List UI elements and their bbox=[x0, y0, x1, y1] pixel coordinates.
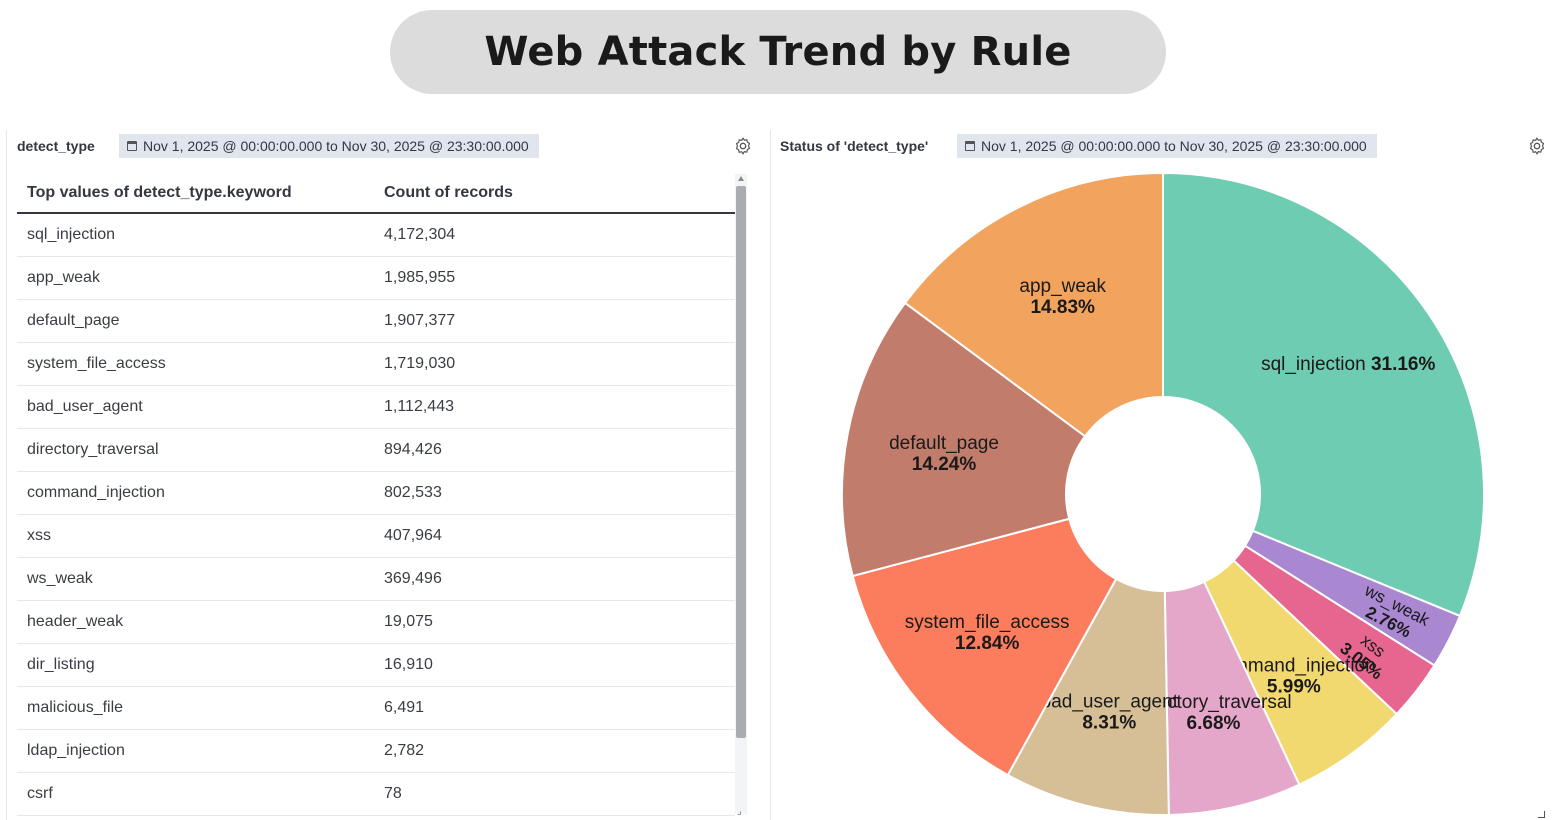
count-cell: 1,112,443 bbox=[374, 385, 735, 429]
count-cell: 369,496 bbox=[374, 557, 735, 601]
slice-percent: 14.24% bbox=[912, 454, 977, 475]
count-cell: 1,985,955 bbox=[374, 256, 735, 300]
detect-type-cell: app_weak bbox=[17, 256, 374, 300]
detect-type-cell: xss bbox=[17, 514, 374, 558]
detect-type-cell: ldap_injection bbox=[17, 729, 374, 773]
detect-type-cell: ws_weak bbox=[17, 557, 374, 601]
count-cell: 4,172,304 bbox=[374, 213, 735, 257]
pie-slice-directory-traversal[interactable] bbox=[1163, 580, 1301, 816]
count-cell: 19,075 bbox=[374, 600, 735, 644]
gear-icon[interactable] bbox=[733, 136, 753, 156]
table-row[interactable]: header_weak 19,075 bbox=[17, 600, 735, 644]
pie-date-range-text: Nov 1, 2025 @ 00:00:00.000 to Nov 30, 20… bbox=[981, 138, 1367, 154]
slice-name: command_injection bbox=[1212, 656, 1376, 677]
table-row[interactable]: sql_injection 4,172,304 bbox=[17, 213, 735, 257]
table-row[interactable]: xss 407,964 bbox=[17, 514, 735, 558]
pie-label-sql-injection: sql_injection 31.16% bbox=[1261, 354, 1435, 375]
scrollbar-thumb[interactable] bbox=[736, 186, 746, 738]
slice-name: system_file_access bbox=[905, 612, 1070, 633]
gear-icon[interactable] bbox=[1527, 136, 1547, 156]
detect-type-cell: csrf bbox=[17, 772, 374, 816]
scroll-up-arrow-icon[interactable] bbox=[738, 176, 744, 181]
pie-slice-default-page[interactable] bbox=[841, 301, 1087, 578]
slice-name: sql_injection bbox=[1261, 354, 1366, 375]
pie-slice-app-weak[interactable] bbox=[903, 171, 1164, 438]
slice-percent: 31.16% bbox=[1371, 354, 1436, 375]
detect-type-cell: command_injection bbox=[17, 471, 374, 515]
table-row[interactable]: dir_listing 16,910 bbox=[17, 643, 735, 687]
calendar-icon bbox=[965, 141, 975, 151]
detect-type-table: Top values of detect_type.keyword Count … bbox=[17, 174, 735, 816]
table-row[interactable]: malicious_file 6,491 bbox=[17, 686, 735, 730]
pie-label-text: sql_injection 31.16% bbox=[1261, 354, 1435, 375]
detect-type-cell: directory_traversal bbox=[17, 428, 374, 472]
pie-panel-header: Status of 'detect_type' Nov 1, 2025 @ 00… bbox=[771, 130, 1552, 162]
resize-handle-icon[interactable] bbox=[1538, 811, 1545, 818]
table-panel-header: detect_type Nov 1, 2025 @ 00:00:00.000 t… bbox=[7, 130, 759, 162]
slice-name: directory_traversal bbox=[1135, 692, 1291, 713]
table-row[interactable]: bad_user_agent 1,112,443 bbox=[17, 385, 735, 429]
table-date-range-badge[interactable]: Nov 1, 2025 @ 00:00:00.000 to Nov 30, 20… bbox=[119, 134, 539, 158]
slice-percent: 5.99% bbox=[1267, 677, 1321, 698]
count-cell: 1,719,030 bbox=[374, 342, 735, 386]
count-cell: 2,782 bbox=[374, 729, 735, 773]
table-row[interactable]: directory_traversal 894,426 bbox=[17, 428, 735, 472]
count-cell: 16,910 bbox=[374, 643, 735, 687]
table-row[interactable]: app_weak 1,985,955 bbox=[17, 256, 735, 300]
table-row[interactable]: ldap_injection 2,782 bbox=[17, 729, 735, 773]
detect-type-cell: sql_injection bbox=[17, 213, 374, 257]
column-header-detect-type[interactable]: Top values of detect_type.keyword bbox=[17, 174, 374, 214]
column-header-count[interactable]: Count of records bbox=[374, 174, 735, 214]
calendar-icon bbox=[127, 141, 137, 151]
pie-slice-sql-injection[interactable] bbox=[1162, 171, 1485, 618]
count-cell: 1,907,377 bbox=[374, 299, 735, 343]
slice-percent: 6.68% bbox=[1187, 713, 1241, 734]
table-row[interactable]: default_page 1,907,377 bbox=[17, 299, 735, 343]
table-panel-title: detect_type bbox=[17, 138, 95, 154]
resize-handle-icon[interactable]: ⌟ bbox=[737, 806, 742, 817]
table-scrollbar[interactable] bbox=[735, 174, 747, 814]
detect-type-cell: system_file_access bbox=[17, 342, 374, 386]
detect-type-cell: header_weak bbox=[17, 600, 374, 644]
count-cell: 407,964 bbox=[374, 514, 735, 558]
detect-type-cell: default_page bbox=[17, 299, 374, 343]
count-cell: 894,426 bbox=[374, 428, 735, 472]
dashboard-title: Web Attack Trend by Rule bbox=[484, 29, 1072, 75]
slice-percent: 8.31% bbox=[1082, 712, 1136, 733]
slice-percent: 12.84% bbox=[955, 633, 1020, 654]
slice-name: default_page bbox=[889, 433, 999, 454]
table-panel: detect_type Nov 1, 2025 @ 00:00:00.000 t… bbox=[6, 130, 759, 820]
slice-name: bad_user_agent bbox=[1041, 691, 1179, 712]
pie-slice-bad-user-agent[interactable] bbox=[1006, 577, 1170, 816]
table-date-range-text: Nov 1, 2025 @ 00:00:00.000 to Nov 30, 20… bbox=[143, 138, 529, 154]
detect-type-donut-chart: sql_injection 31.16%ws_weak2.76%xss3.05%… bbox=[841, 171, 1485, 816]
detect-type-cell: dir_listing bbox=[17, 643, 374, 687]
table-row[interactable]: ws_weak 369,496 bbox=[17, 557, 735, 601]
pie-panel: Status of 'detect_type' Nov 1, 2025 @ 00… bbox=[770, 130, 1552, 820]
pie-date-range-badge[interactable]: Nov 1, 2025 @ 00:00:00.000 to Nov 30, 20… bbox=[957, 134, 1377, 158]
table-row[interactable]: csrf 78 bbox=[17, 772, 735, 816]
pie-panel-title: Status of 'detect_type' bbox=[780, 138, 929, 154]
count-cell: 802,533 bbox=[374, 471, 735, 515]
pie-slice-system-file-access[interactable] bbox=[851, 517, 1118, 777]
table-row[interactable]: system_file_access 1,719,030 bbox=[17, 342, 735, 386]
slice-percent: 14.83% bbox=[1030, 297, 1095, 318]
detect-type-cell: bad_user_agent bbox=[17, 385, 374, 429]
dashboard-title-banner: Web Attack Trend by Rule bbox=[390, 10, 1166, 94]
table-header-row: Top values of detect_type.keyword Count … bbox=[17, 174, 735, 214]
count-cell: 78 bbox=[374, 772, 735, 816]
count-cell: 6,491 bbox=[374, 686, 735, 730]
detect-type-cell: malicious_file bbox=[17, 686, 374, 730]
slice-name: app_weak bbox=[1019, 276, 1106, 297]
table-row[interactable]: command_injection 802,533 bbox=[17, 471, 735, 515]
